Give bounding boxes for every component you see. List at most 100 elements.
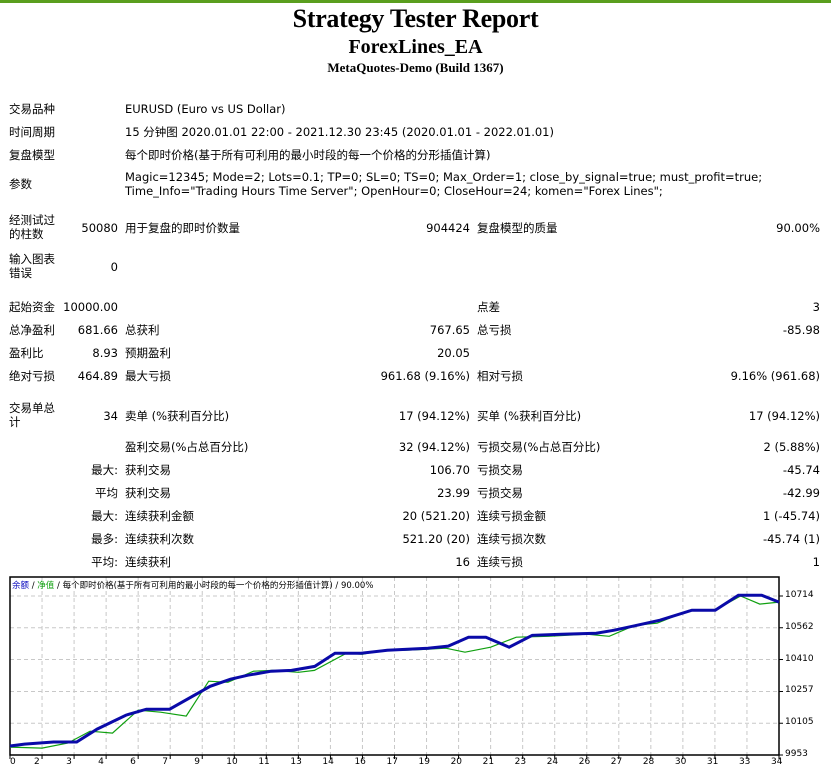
mismatched-errors-label: 输入图表错误 xyxy=(9,252,55,280)
x-axis-tick-label: 21 xyxy=(482,757,495,767)
short-positions-value: 17 (94.12%) xyxy=(398,409,470,423)
balance-line xyxy=(9,593,780,748)
x-axis-tick-label: 33 xyxy=(738,757,751,767)
largest-profit-value: 106.70 xyxy=(429,463,470,477)
maximal-consecutive-prefix: 最多: xyxy=(91,532,118,546)
chart-caption: 余额 / 净值 / 每个即时价格(基于所有可利用的最小时段的每一个价格的分形插值… xyxy=(12,579,373,591)
y-axis-tick-label: 10257 xyxy=(785,685,814,696)
initial-deposit-label: 起始资金 xyxy=(9,300,55,314)
maximal-drawdown-label: 最大亏损 xyxy=(125,369,171,383)
net-profit-value: 681.66 xyxy=(77,323,118,337)
long-positions-label: 买单 (%获利百分比) xyxy=(477,409,582,423)
x-axis-tick-label: 2 xyxy=(34,757,40,767)
avg-consecutive-losses-label: 连续亏损 xyxy=(477,555,523,569)
x-axis-tick-label: 24 xyxy=(546,757,559,767)
max-consecutive-profit-value: 521.20 (20) xyxy=(402,532,470,546)
x-axis-tick-label: 28 xyxy=(642,757,655,767)
modelling-quality-label: 复盘模型的质量 xyxy=(477,221,558,235)
modelling-quality-value: 90.00% xyxy=(776,221,820,235)
chart-frame xyxy=(9,576,780,756)
gross-loss-value: -85.98 xyxy=(782,323,820,337)
average-loss-value: -42.99 xyxy=(782,486,820,500)
report-title: Strategy Tester Report xyxy=(292,4,539,33)
largest-loss-value: -45.74 xyxy=(782,463,820,477)
profit-factor-label: 盈利比 xyxy=(9,346,44,360)
y-axis-tick-label: 10714 xyxy=(785,590,814,600)
expected-payoff-label: 预期盈利 xyxy=(125,346,171,360)
gross-profit-value: 767.65 xyxy=(429,323,470,337)
max-consecutive-prefix: 最大: xyxy=(91,509,118,523)
loss-trades-label: 亏损交易(%占总百分比) xyxy=(477,440,601,454)
balance-equity-chart xyxy=(9,576,783,759)
average-prefix: 平均 xyxy=(95,486,118,500)
mismatched-errors-value: 0 xyxy=(110,260,118,274)
x-axis-tick-label: 26 xyxy=(578,757,591,767)
legend-equity: 净值 xyxy=(37,581,55,591)
average-profit-value: 23.99 xyxy=(437,486,470,500)
net-profit-label: 总净盈利 xyxy=(9,323,55,337)
max-consecutive-losses-value: 1 (-45.74) xyxy=(762,509,820,523)
caption-separator: / xyxy=(29,581,38,591)
symbol-label: 交易品种 xyxy=(9,102,55,116)
profit-trades-label: 盈利交易(%占总百分比) xyxy=(125,440,249,454)
symbol-value: EURUSD (Euro vs US Dollar) xyxy=(125,102,286,116)
x-axis-tick-label: 6 xyxy=(130,757,136,767)
caption-model-quality: / 每个即时价格(基于所有可利用的最小时段的每一个价格的分形插值计算) / 90… xyxy=(54,581,374,591)
avg-consecutive-wins-value: 16 xyxy=(455,555,470,569)
maximal-drawdown-value: 961.68 (9.16%) xyxy=(380,369,470,383)
bars-tested-label: 经测试过的柱数 xyxy=(9,213,55,241)
bars-tested-value: 50080 xyxy=(81,221,118,235)
gross-profit-label: 总获利 xyxy=(125,323,160,337)
period-value: 15 分钟图 2020.01.01 22:00 - 2021.12.30 23:… xyxy=(125,125,554,139)
x-axis-tick-label: 17 xyxy=(386,757,398,767)
expected-payoff-value: 20.05 xyxy=(437,346,470,360)
x-axis-tick-label: 34 xyxy=(771,757,783,767)
x-axis-tick-label: 4 xyxy=(98,757,104,767)
params-line-2: Time_Info="Trading Hours Time Server"; O… xyxy=(125,184,663,198)
params-label: 参数 xyxy=(9,177,32,191)
x-axis-tick-label: 16 xyxy=(354,757,366,767)
average-loss-label: 亏损交易 xyxy=(477,486,523,500)
average-profit-label: 获利交易 xyxy=(125,486,171,500)
relative-drawdown-value: 9.16% (961.68) xyxy=(730,369,820,383)
max-consecutive-losses-label: 连续亏损金额 xyxy=(477,509,546,523)
x-axis-tick-label: 31 xyxy=(706,757,719,767)
max-consecutive-loss-value: -45.74 (1) xyxy=(762,532,820,546)
short-positions-label: 卖单 (%获利百分比) xyxy=(125,409,230,423)
avg-consecutive-losses-value: 1 xyxy=(812,555,820,569)
server-build: MetaQuotes-Demo (Build 1367) xyxy=(327,60,504,75)
x-axis-tick-label: 30 xyxy=(674,757,687,767)
max-consecutive-loss-label: 连续亏损次数 xyxy=(477,532,546,546)
chart-axis-ticks xyxy=(9,595,783,759)
spread-value: 3 xyxy=(812,300,820,314)
loss-trades-value: 2 (5.88%) xyxy=(763,440,820,454)
max-consecutive-wins-label: 连续获利金额 xyxy=(125,509,194,523)
relative-drawdown-label: 相对亏损 xyxy=(477,369,523,383)
max-consecutive-wins-value: 20 (521.20) xyxy=(402,509,470,523)
y-axis-tick-label: 9953 xyxy=(785,749,808,759)
model-label: 复盘模型 xyxy=(9,148,55,162)
chart-grid xyxy=(10,577,779,755)
absolute-drawdown-value: 464.89 xyxy=(77,369,118,383)
x-axis-tick-label: 27 xyxy=(610,757,623,767)
initial-deposit-value: 10000.00 xyxy=(63,300,118,314)
expert-advisor-name: ForexLines_EA xyxy=(348,36,483,58)
average-consecutive-prefix: 平均: xyxy=(91,555,118,569)
avg-consecutive-wins-label: 连续获利 xyxy=(125,555,171,569)
top-accent-bar xyxy=(0,0,831,3)
gross-loss-label: 总亏损 xyxy=(477,323,512,337)
x-axis-tick-label: 3 xyxy=(66,757,72,767)
x-axis-tick-label: 13 xyxy=(290,757,302,767)
total-trades-value: 34 xyxy=(103,409,118,423)
x-axis-tick-label: 19 xyxy=(418,757,430,767)
x-axis-tick-label: 14 xyxy=(322,757,334,767)
largest-loss-label: 亏损交易 xyxy=(477,463,523,477)
largest-profit-label: 获利交易 xyxy=(125,463,171,477)
ticks-modelled-value: 904424 xyxy=(426,221,470,235)
y-axis-tick-label: 10105 xyxy=(785,717,814,728)
model-value: 每个即时价格(基于所有可利用的最小时段的每一个价格的分形插值计算) xyxy=(125,148,491,162)
period-label: 时间周期 xyxy=(9,125,55,139)
x-axis-tick-label: 20 xyxy=(450,757,463,767)
total-trades-label: 交易单总计 xyxy=(9,401,55,429)
long-positions-value: 17 (94.12%) xyxy=(748,409,820,423)
